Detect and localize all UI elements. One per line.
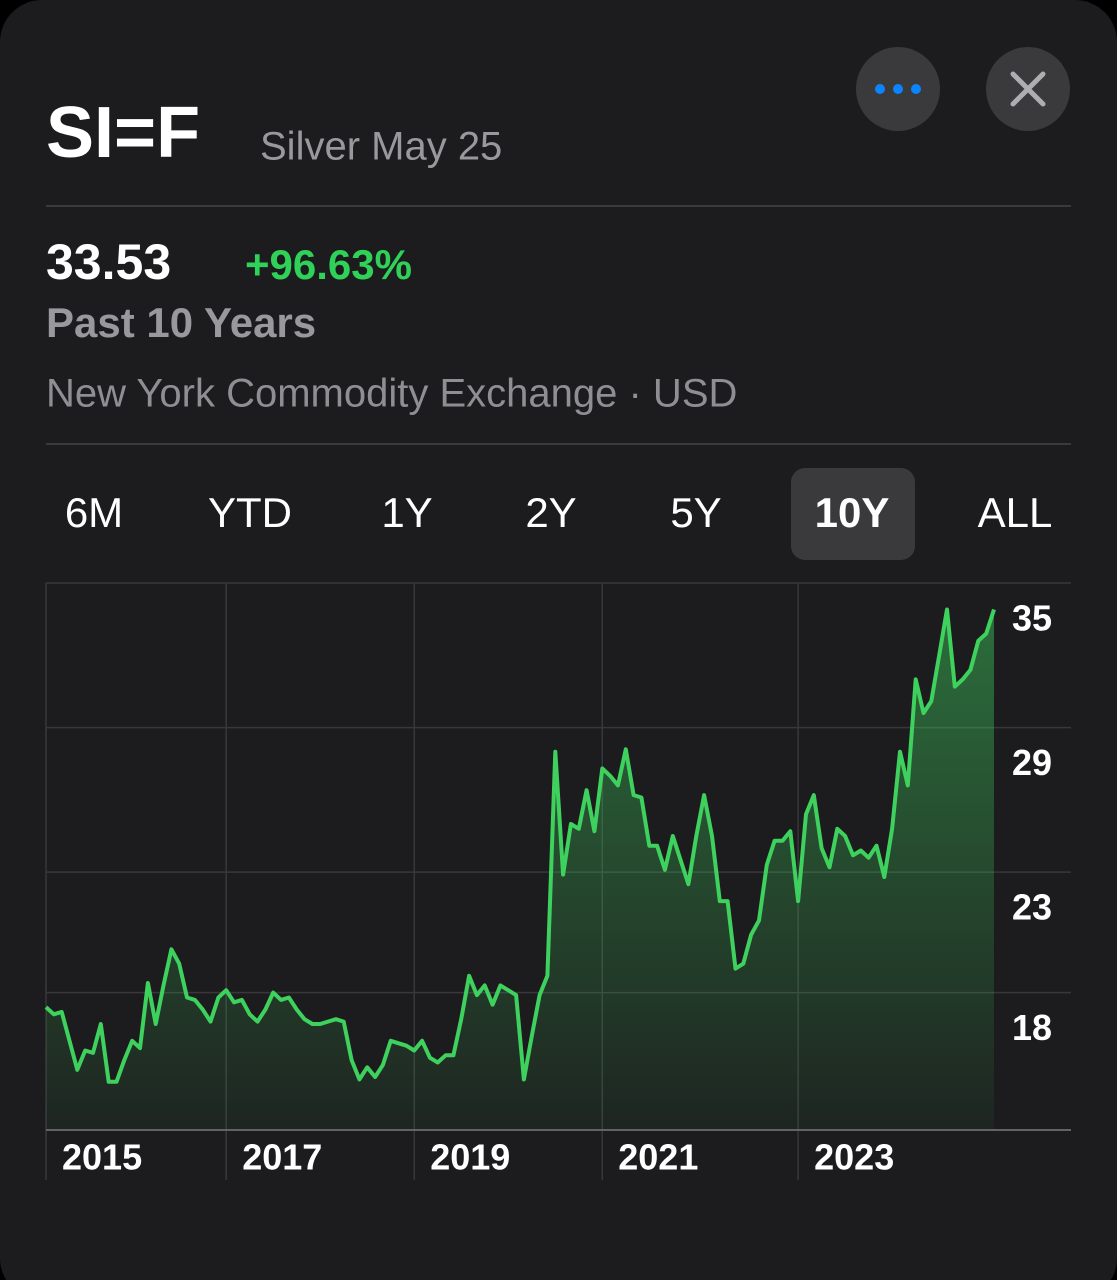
y-tick-label: 29 xyxy=(1012,742,1052,783)
range-button[interactable]: 5Y xyxy=(670,489,721,536)
close-button[interactable] xyxy=(986,47,1070,131)
x-tick-label: 2015 xyxy=(62,1137,142,1178)
dot xyxy=(893,84,903,94)
instrument-name: Silver May 25 xyxy=(260,125,502,169)
range-button[interactable]: ALL xyxy=(978,489,1053,536)
dot xyxy=(911,84,921,94)
x-tick-label: 2023 xyxy=(814,1137,894,1178)
y-tick-label: 18 xyxy=(1012,1007,1052,1048)
symbol: SI=F xyxy=(46,93,200,173)
exchange: New York Commodity Exchange · USD xyxy=(46,372,737,416)
close-icon xyxy=(1010,71,1046,107)
x-tick-label: 2021 xyxy=(618,1137,698,1178)
range-button[interactable]: YTD xyxy=(208,489,292,536)
price-line xyxy=(44,607,996,1084)
chart: 35 29 23 18 2015 2017 2019 2021 2023 xyxy=(44,582,1071,1180)
more-button[interactable] xyxy=(856,47,940,131)
y-tick-label: 23 xyxy=(1012,887,1052,928)
range-selector: 6M YTD 1Y 2Y 5Y 10Y ALL xyxy=(65,468,1053,560)
range-selected-bg[interactable] xyxy=(791,468,915,560)
x-tick-label: 2017 xyxy=(242,1137,322,1178)
y-tick-label: 35 xyxy=(1012,598,1052,639)
change: +96.63% xyxy=(245,241,412,288)
range-button[interactable]: 1Y xyxy=(381,489,432,536)
range-button[interactable]: 10Y xyxy=(815,489,890,536)
period: Past 10 Years xyxy=(46,299,316,346)
price: 33.53 xyxy=(46,234,171,290)
x-tick-label: 2019 xyxy=(430,1137,510,1178)
range-button[interactable]: 2Y xyxy=(525,489,576,536)
range-button[interactable]: 6M xyxy=(65,489,123,536)
dot xyxy=(875,84,885,94)
